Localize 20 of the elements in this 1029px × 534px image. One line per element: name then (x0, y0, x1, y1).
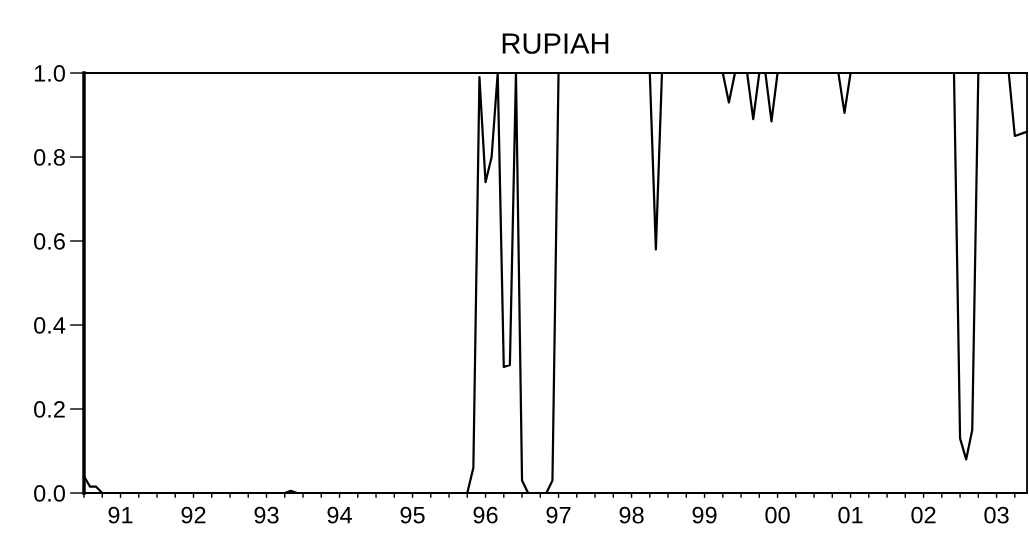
x-tick-label: 91 (108, 506, 133, 524)
x-tick-label: 98 (619, 506, 644, 524)
x-tick-label: 92 (181, 506, 206, 524)
x-tick-label: 93 (254, 506, 279, 524)
y-tick-label: 0.6 (34, 233, 65, 250)
x-tick-label: 01 (838, 506, 863, 524)
x-tick-label: 95 (400, 506, 425, 524)
x-tick-label: 02 (911, 506, 936, 524)
y-tick-label: 0.0 (34, 485, 66, 502)
chart-title: RUPIAH (502, 33, 609, 54)
x-tick-label: 99 (692, 506, 717, 524)
x-tick-label: 00 (765, 506, 790, 524)
y-tick-label: 0.8 (34, 149, 65, 166)
y-tick-label: 0.4 (34, 317, 66, 334)
y-tick-label: 0.2 (34, 401, 65, 418)
y-tick-label: 1.0 (34, 65, 66, 82)
x-tick-label: 94 (327, 506, 352, 524)
x-tick-label: 97 (546, 506, 571, 524)
x-tick-label: 03 (984, 506, 1009, 524)
x-tick-label: 96 (473, 506, 498, 524)
